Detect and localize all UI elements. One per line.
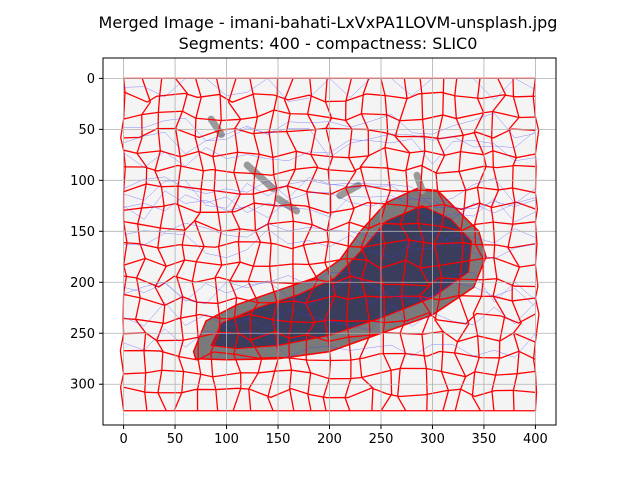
- axes: 0 50 100 150 200 250 300 350 400 0 50 100 150 200 250…: [70, 57, 557, 447]
- segment-boundary-column: [417, 78, 431, 411]
- lace-4: [336, 181, 362, 200]
- segment-boundary-column: [394, 78, 411, 412]
- x-axis: 0 50 100 150 200 250 300 350 400: [119, 425, 548, 447]
- grid: [103, 58, 556, 425]
- segment-boundary-column: [191, 78, 205, 411]
- segment-boundary-column: [379, 78, 393, 412]
- segment-boundary-row: [123, 386, 536, 399]
- segment-boundary-row: [123, 312, 536, 325]
- shoe-dark-region: [210, 205, 473, 350]
- segment-boundary-column: [154, 78, 167, 412]
- y-axis: 0 50 100 150 200 250 300: [70, 72, 103, 393]
- x-tick-label: 250: [369, 432, 394, 447]
- segment-boundary-column: [471, 78, 487, 412]
- segment-boundary-column: [247, 78, 263, 411]
- segment-boundary-column: [119, 78, 128, 411]
- segment-boundary-column: [283, 78, 298, 411]
- segment-boundary-column: [532, 78, 540, 411]
- lace-1: [207, 115, 225, 138]
- x-tick-label: 400: [523, 432, 548, 447]
- x-tick-label: 200: [317, 432, 342, 447]
- x-tick-label: 100: [214, 432, 239, 447]
- y-tick-label: 0: [87, 72, 95, 87]
- x-tick-label: 350: [472, 432, 497, 447]
- segment-boundaries: [119, 77, 540, 412]
- segment-boundary-row: [123, 201, 536, 214]
- segment-boundary-column: [227, 78, 242, 411]
- segment-boundary-row: [123, 275, 536, 288]
- y-tick-label: 200: [70, 276, 95, 291]
- segment-boundary-column: [173, 77, 188, 411]
- title-line-2: Segments: 400 - compactness: SLIC0: [179, 34, 478, 53]
- y-tick-label: 250: [70, 327, 95, 342]
- x-tick-label: 300: [420, 432, 445, 447]
- x-tick-label: 50: [167, 432, 184, 447]
- x-tick-label: 0: [119, 432, 127, 447]
- x-tick-label: 150: [266, 432, 291, 447]
- y-tick-label: 300: [70, 378, 95, 393]
- segment-boundary-column: [322, 78, 336, 411]
- segment-boundary-column: [490, 78, 507, 411]
- y-tick-label: 50: [78, 123, 95, 138]
- y-tick-label: 100: [70, 174, 95, 189]
- segment-boundary-column: [453, 78, 470, 411]
- segment-boundary-column: [267, 78, 280, 411]
- segment-boundary-column: [433, 78, 450, 411]
- title-line-1: Merged Image - imani-bahati-LxVxPA1LOVM-…: [99, 13, 558, 32]
- segment-boundary-column: [134, 78, 152, 411]
- lace-2: [243, 161, 277, 192]
- y-tick-label: 150: [70, 225, 95, 240]
- segment-boundary-column: [210, 78, 223, 411]
